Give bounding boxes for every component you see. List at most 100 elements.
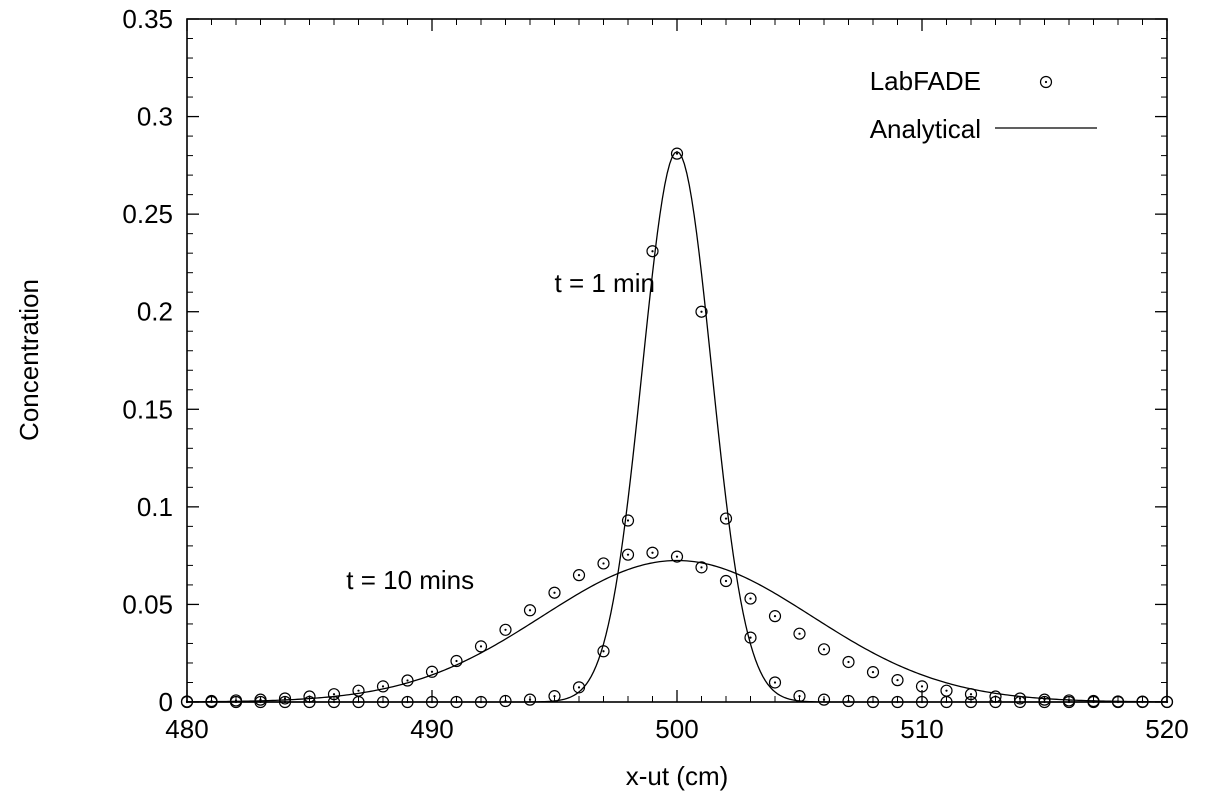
data-point [940, 684, 953, 697]
data-point-dot [700, 310, 703, 313]
data-point-circle [866, 695, 880, 709]
data-point-dot [847, 699, 850, 703]
y-tick-label: 0.15 [122, 394, 173, 424]
data-point-circle [450, 654, 463, 668]
annotation-t-1-min: t = 1 min [555, 268, 655, 298]
data-point-circle [621, 548, 635, 561]
data-point-circle [695, 561, 708, 574]
data-point-dot [1018, 700, 1022, 704]
data-point [1038, 693, 1051, 706]
data-point [474, 640, 488, 653]
data-point [768, 610, 782, 623]
data-point [793, 690, 806, 703]
data-point-dot [700, 566, 703, 569]
data-point-circle [744, 631, 757, 644]
data-point-dot [871, 700, 875, 704]
data-point-dot [896, 679, 899, 682]
data-point-dot [1092, 699, 1095, 703]
data-point-circle [646, 546, 659, 559]
data-point-dot [283, 697, 287, 700]
data-point-dot [675, 152, 679, 155]
data-point [1062, 694, 1076, 707]
data-point [401, 695, 414, 709]
data-point-dot [504, 628, 507, 631]
data-point-dot [332, 693, 336, 696]
y-tick-label: 0.35 [122, 4, 173, 34]
data-point-circle [1038, 693, 1051, 706]
y-axis-title: Concentration [14, 279, 44, 441]
data-point [548, 690, 561, 703]
data-point-circle [401, 695, 414, 709]
data-point-circle [474, 695, 488, 709]
data-point-dot [969, 693, 973, 696]
x-tick-label: 510 [900, 714, 943, 744]
data-point [842, 694, 855, 708]
data-point-circle [695, 305, 708, 318]
data-point-dot [1043, 700, 1046, 704]
data-point [621, 514, 635, 527]
legend-label-labfade: LabFADE [870, 66, 981, 96]
data-point-dot [626, 553, 630, 556]
data-point-circle [327, 688, 341, 701]
data-point-circle [1111, 695, 1125, 708]
data-point-circle [670, 550, 684, 563]
data-point-dot [577, 574, 581, 577]
data-point-dot [1116, 700, 1120, 703]
data-point-circle [817, 643, 831, 656]
data-point-dot [749, 597, 752, 600]
y-tick-label: 0.25 [122, 199, 173, 229]
data-point-circle [205, 694, 218, 708]
data-point-dot [1141, 700, 1144, 703]
data-point-circle [817, 693, 831, 706]
data-point [842, 655, 855, 669]
data-point-dot [724, 579, 728, 583]
data-point [597, 557, 610, 570]
data-point-circle [401, 674, 414, 687]
data-point [646, 546, 659, 559]
data-point [866, 666, 880, 679]
data-point-dot [651, 551, 654, 554]
data-point-dot [945, 700, 948, 704]
data-point [1013, 692, 1027, 705]
data-point-dot [994, 695, 997, 698]
data-point-circle [597, 557, 610, 570]
data-point-dot [896, 700, 899, 704]
data-point [866, 695, 880, 709]
data-point-dot [1018, 697, 1022, 700]
data-point-circle [1087, 694, 1100, 708]
data-point [523, 604, 537, 617]
data-point-dot [357, 689, 360, 692]
data-point [817, 693, 831, 706]
data-point [572, 569, 586, 582]
data-point [278, 695, 292, 709]
plot-area [186, 18, 1168, 703]
data-point-dot [455, 659, 458, 663]
data-point-circle [915, 680, 929, 693]
data-point [891, 674, 904, 687]
data-point [891, 695, 904, 709]
data-point-dot [234, 700, 238, 704]
data-point [744, 592, 757, 605]
data-point-circle [621, 514, 635, 527]
data-point-dot [455, 700, 458, 704]
data-point-dot [406, 700, 409, 704]
data-point-circle [548, 690, 561, 703]
data-point-circle [793, 690, 806, 703]
data-point [572, 681, 586, 694]
data-point [1013, 695, 1027, 709]
data-point [278, 692, 292, 705]
data-point-dot [430, 700, 434, 704]
data-point [450, 654, 463, 668]
data-point-dot [283, 700, 287, 704]
data-point-circle [1013, 692, 1027, 705]
data-point [1087, 694, 1100, 708]
data-point-circle [572, 681, 586, 694]
data-point-circle [278, 692, 292, 705]
data-point-dot [528, 698, 532, 701]
data-point-dot [822, 648, 826, 651]
legend-marker-dot [1044, 80, 1048, 84]
data-point-circle [842, 655, 855, 669]
x-tick-label: 520 [1145, 714, 1188, 744]
data-point-dot [749, 636, 752, 639]
x-axis-title: x-ut (cm) [626, 761, 729, 791]
